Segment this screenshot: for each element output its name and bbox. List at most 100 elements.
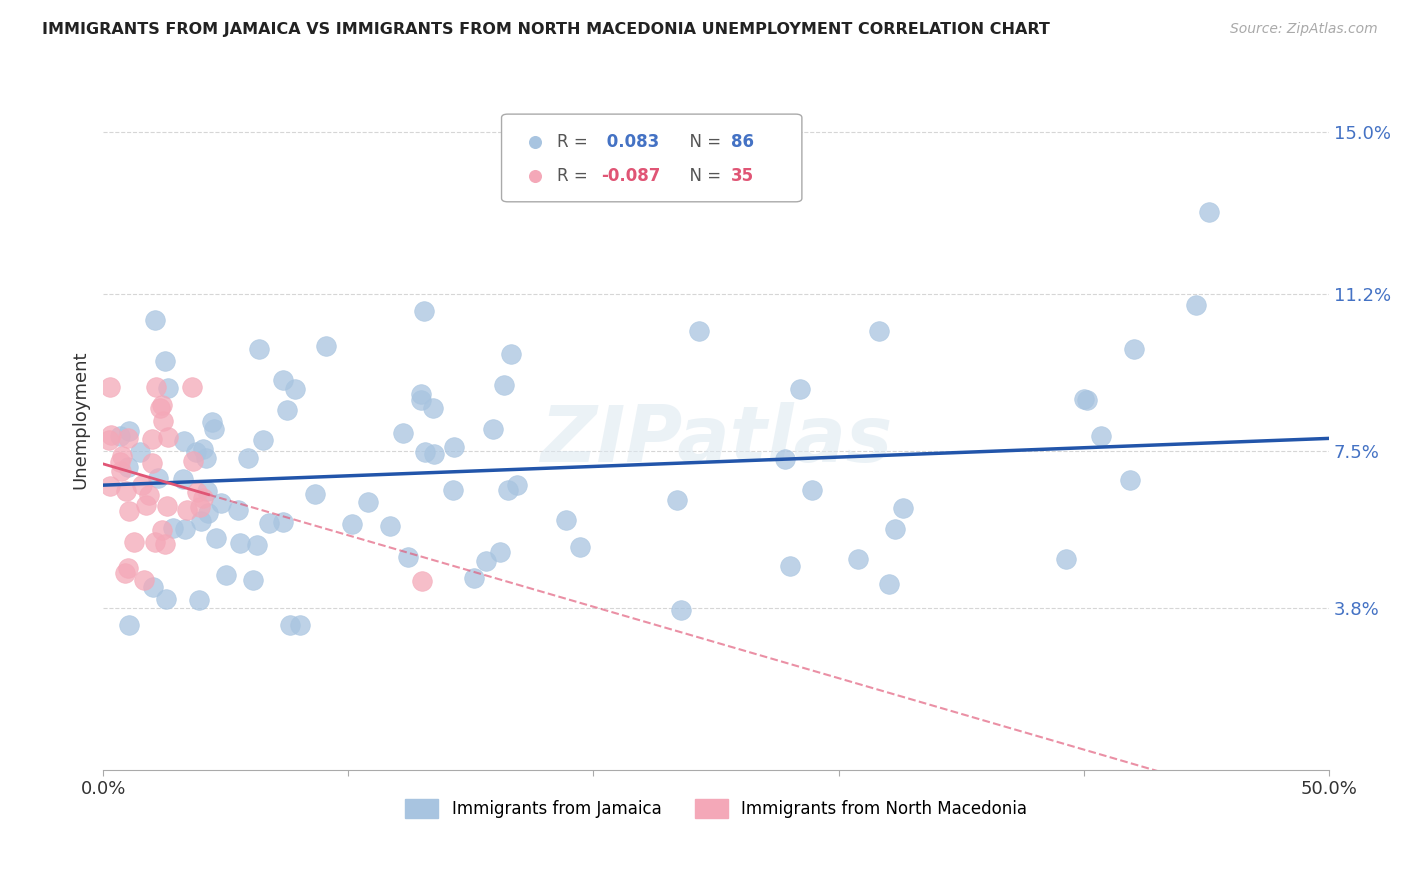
Point (142, 580, 165, 594)
Point (423, 447, 446, 461)
Point (131, 477, 153, 491)
Point (499, 347, 522, 361)
Point (143, 534, 166, 549)
Point (883, 522, 905, 536)
Point (271, 515, 294, 529)
Point (134, 574, 156, 588)
Point (186, 484, 208, 499)
Point (666, 493, 689, 508)
Point (357, 495, 380, 509)
Point (150, 523, 173, 537)
Point (284, 382, 307, 396)
Point (128, 444, 150, 458)
Text: R =: R = (557, 167, 593, 185)
Point (141, 433, 163, 447)
Point (569, 540, 592, 554)
Point (202, 422, 225, 436)
Point (463, 571, 485, 585)
Point (183, 454, 205, 468)
Point (259, 516, 281, 530)
Text: N =: N = (679, 167, 727, 185)
Point (215, 567, 238, 582)
Point (1119, 473, 1142, 487)
Y-axis label: Unemployment: Unemployment (72, 350, 89, 489)
Point (117, 431, 139, 445)
Point (118, 504, 141, 518)
Point (110, 464, 132, 478)
Point (1054, 551, 1077, 566)
Point (688, 324, 710, 338)
Point (271, 373, 294, 387)
Point (506, 477, 529, 491)
Text: Source: ZipAtlas.com: Source: ZipAtlas.com (1230, 22, 1378, 37)
Point (443, 440, 465, 454)
Point (184, 444, 207, 458)
Point (187, 592, 209, 607)
Point (173, 434, 195, 449)
Point (441, 483, 464, 497)
Point (135, 499, 157, 513)
Text: 86: 86 (731, 133, 754, 151)
Point (100, 428, 122, 442)
Point (409, 392, 432, 407)
Point (1123, 343, 1146, 357)
Point (174, 522, 197, 536)
Point (555, 513, 578, 527)
Point (496, 483, 519, 497)
Point (1073, 392, 1095, 406)
Point (378, 519, 401, 533)
Point (111, 449, 134, 463)
Point (191, 491, 214, 506)
Text: IMMIGRANTS FROM JAMAICA VS IMMIGRANTS FROM NORTH MACEDONIA UNEMPLOYMENT CORRELAT: IMMIGRANTS FROM JAMAICA VS IMMIGRANTS FR… (42, 22, 1050, 37)
Point (315, 339, 337, 353)
Text: N =: N = (679, 133, 727, 151)
Point (494, 378, 516, 392)
Point (252, 434, 274, 448)
Text: ZIPatlas: ZIPatlas (540, 402, 893, 478)
Point (153, 537, 176, 551)
Point (846, 552, 869, 566)
Point (247, 342, 270, 356)
Point (172, 472, 194, 486)
Point (188, 500, 211, 514)
Point (197, 506, 219, 520)
Point (475, 554, 498, 568)
Point (396, 549, 419, 564)
Point (117, 424, 139, 438)
Text: -0.087: -0.087 (600, 167, 661, 185)
Point (108, 429, 131, 443)
Point (194, 450, 217, 465)
Point (481, 422, 503, 436)
Point (118, 618, 141, 632)
Point (152, 413, 174, 427)
Point (149, 401, 172, 415)
Point (98, 479, 121, 493)
Point (141, 456, 163, 470)
Point (117, 560, 139, 574)
Point (304, 487, 326, 501)
Point (288, 617, 311, 632)
Point (278, 618, 301, 632)
Text: 35: 35 (731, 167, 754, 185)
Point (891, 501, 914, 516)
Point (877, 576, 900, 591)
Point (209, 496, 232, 510)
Point (156, 499, 179, 513)
Point (114, 566, 136, 581)
Point (98, 380, 121, 394)
Point (868, 324, 890, 338)
Point (489, 544, 512, 558)
Point (190, 514, 212, 528)
Legend: Immigrants from Jamaica, Immigrants from North Macedonia: Immigrants from Jamaica, Immigrants from… (398, 792, 1033, 825)
Point (205, 531, 228, 545)
Point (228, 502, 250, 516)
Point (138, 488, 160, 502)
FancyBboxPatch shape (502, 114, 801, 202)
Point (155, 591, 177, 606)
Point (181, 380, 204, 394)
Point (201, 415, 224, 429)
Point (342, 516, 364, 531)
Point (195, 484, 218, 499)
Point (276, 403, 298, 417)
Point (193, 442, 215, 456)
